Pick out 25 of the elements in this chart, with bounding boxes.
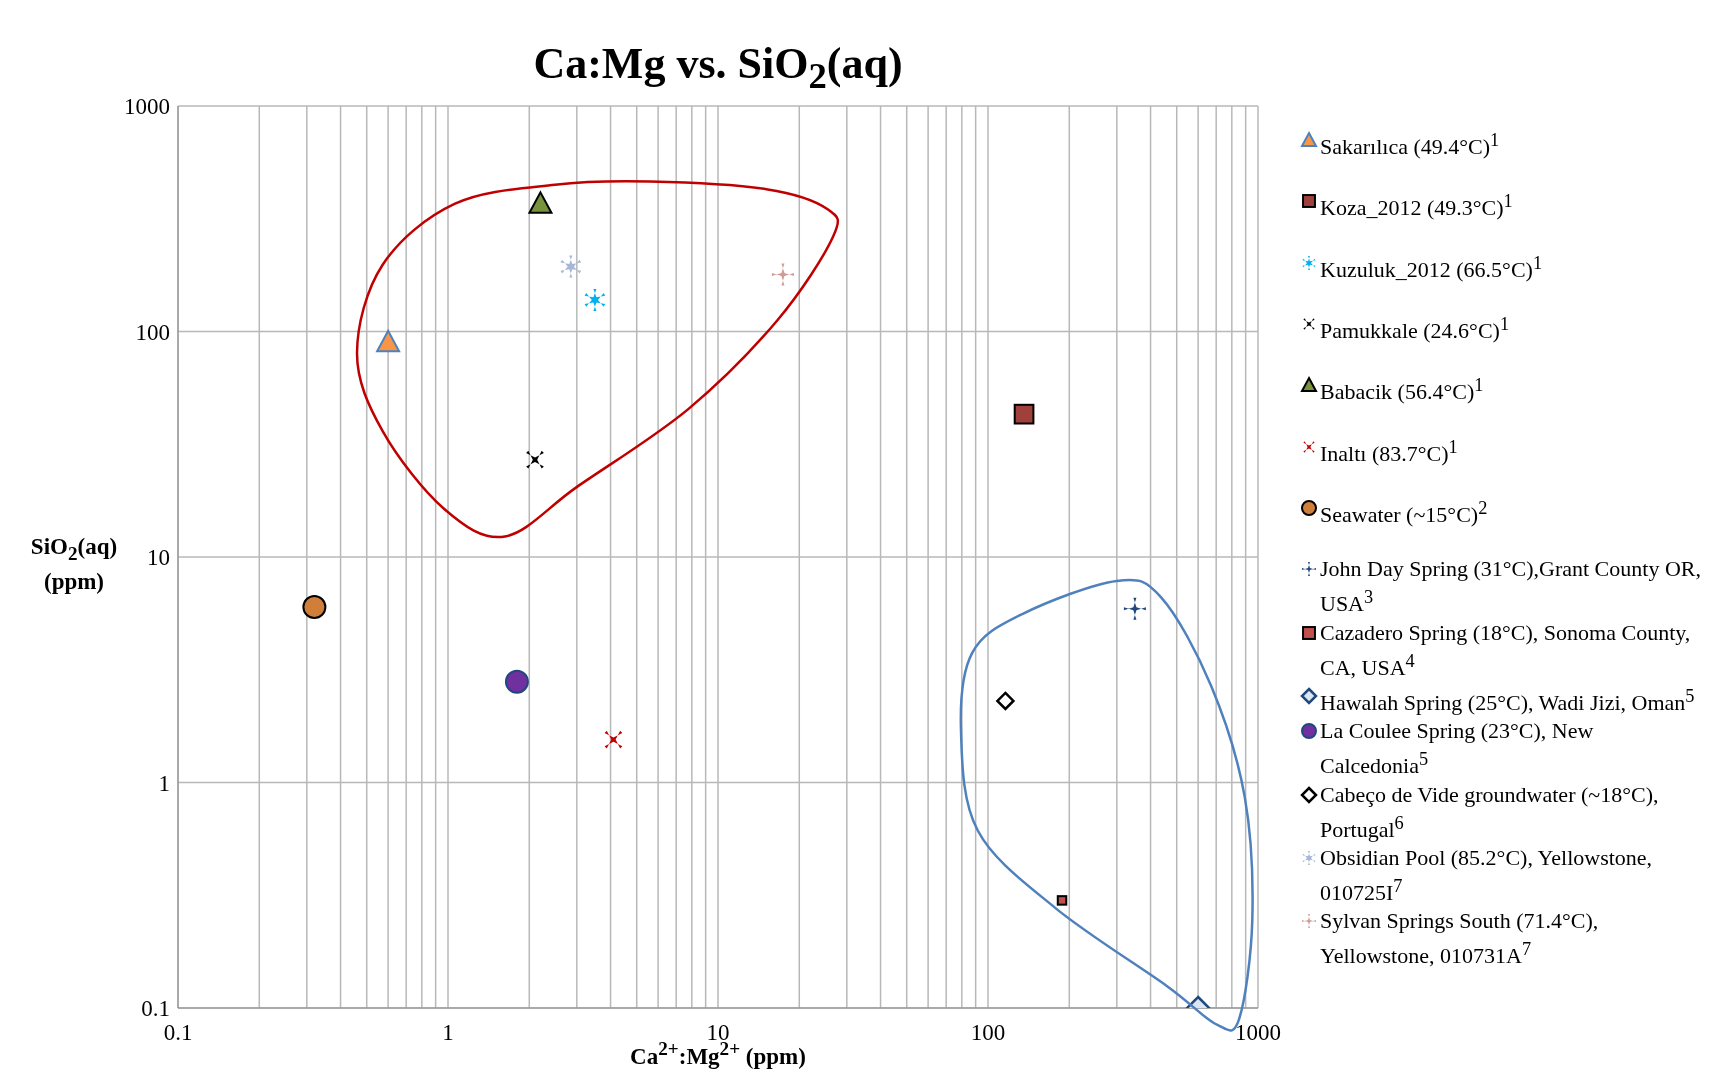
- chart-title: Ca:Mg vs. SiO$_{2}$(aq): [532, 38, 904, 97]
- x-tick-label: 0.1: [163, 1020, 193, 1046]
- y-tick-label: 10: [147, 545, 170, 571]
- legend-label: La Coulee Spring (23°C), New Calcedonia$^{5}$: [1320, 717, 1595, 781]
- legend-label: Kuzuluk_2012 (66.5°C)$^{1}$: [1320, 251, 1543, 284]
- legend-label: Seawater (~15°C)$^{2}$: [1320, 496, 1488, 530]
- legend-label: Inaltı (83.7°C)$^{1}$: [1320, 435, 1458, 468]
- legend-label: Cazadero Spring (18°C), Sonoma County, CA, USA$^{4}$: [1320, 618, 1692, 682]
- legend-label: Obsidian Pool (85.2°C), Yellowstone, 010725I$^{7}$: [1320, 843, 1654, 908]
- legend-label: Sakarılıca (49.4°C)$^{1}$: [1320, 129, 1500, 162]
- legend-label: Koza_2012 (49.3°C)$^{1}$: [1320, 190, 1513, 223]
- x-tick-label: 1: [442, 1020, 454, 1046]
- y-tick-label: 1000: [124, 94, 170, 120]
- legend-label: Babacik (56.4°C)$^{1}$: [1320, 374, 1484, 407]
- y-axis-title: SiO$_{2}$(aq) (ppm): [29, 533, 119, 596]
- y-tick-label: 1: [158, 770, 170, 796]
- legend-label: John Day Spring (31°C),Grant County OR, USA$^{3}$: [1320, 555, 1702, 619]
- legend-label: Pamukkale (24.6°C)$^{1}$: [1320, 313, 1510, 346]
- legend-label: Hawalah Spring (25°C), Wadi Jizi, Oman$^{5}$: [1320, 684, 1695, 718]
- legend-label: Cabeço de Vide groundwater (~18°C), Portugal$^{6}$: [1320, 780, 1660, 844]
- y-tick-label: 100: [135, 319, 170, 345]
- x-tick-label: 100: [970, 1020, 1006, 1046]
- x-tick-label: 1000: [1235, 1020, 1281, 1046]
- y-tick-label: 0.1: [141, 996, 170, 1022]
- legend-label: Sylvan Springs South (71.4°C), Yellowstone, 010731A$^{7}$: [1320, 907, 1600, 971]
